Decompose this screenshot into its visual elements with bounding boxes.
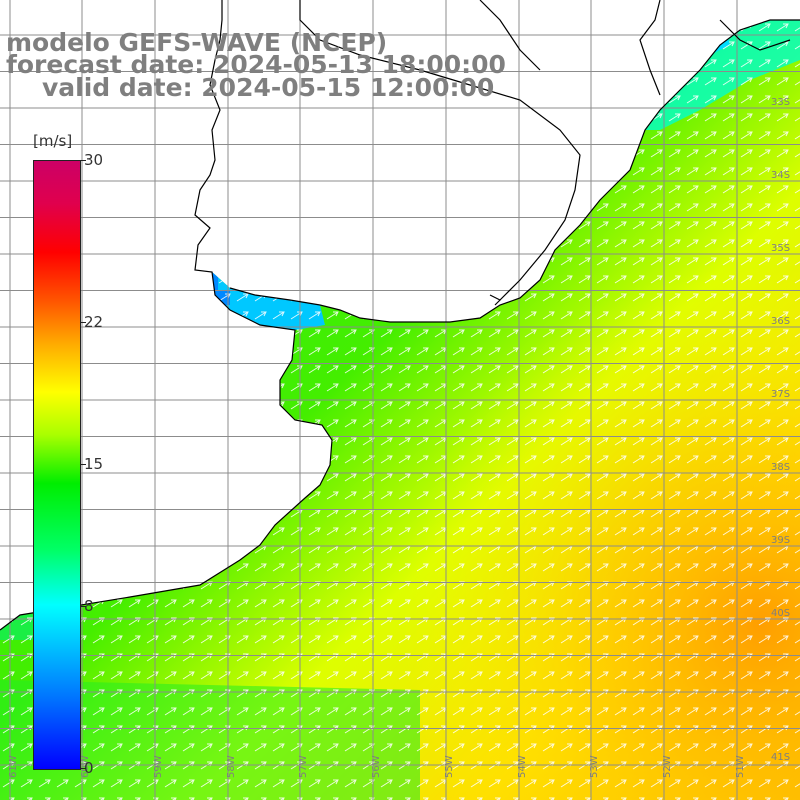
colorbar-tick-mark	[80, 464, 86, 465]
latitude-label: 36S	[771, 316, 790, 327]
latitude-label: 37S	[771, 389, 790, 400]
longitude-label: 53W	[589, 755, 600, 778]
longitude-label: 54W	[517, 755, 528, 778]
model-title: modelo GEFS-WAVE (NCEP)	[6, 28, 388, 57]
longitude-label: 61W	[8, 755, 19, 778]
latitude-label: 41S	[771, 752, 790, 763]
colorbar-tick-label: 30	[84, 151, 104, 169]
longitude-label: 52W	[662, 755, 673, 778]
colorbar-tick-label: 22	[84, 313, 104, 332]
longitude-label: 51W	[735, 755, 746, 778]
colorbar-tick-mark	[80, 768, 86, 769]
latitude-label: 38S	[771, 462, 790, 473]
longitude-label: 59W	[153, 755, 164, 778]
longitude-label: 56W	[371, 755, 382, 778]
longitude-label: 58W	[226, 755, 237, 778]
colorbar-tick-label: 0	[84, 759, 94, 777]
latitude-label: 33S	[771, 97, 790, 108]
colorbar-tick-mark	[80, 322, 86, 324]
forecast-date: forecast date: 2024-05-13 18:00:00	[6, 50, 506, 79]
longitude-label: 57W	[298, 755, 309, 778]
latitude-label: 34S	[771, 170, 790, 181]
colorbar-tick-mark	[80, 605, 86, 607]
latitude-label: 40S	[771, 608, 790, 619]
colorbar	[33, 160, 81, 770]
latitude-label: 39S	[771, 535, 790, 546]
colorbar-tick-label: 8	[84, 596, 94, 615]
colorbar-tick-mark	[80, 160, 86, 161]
valid-date: valid date: 2024-05-15 12:00:00	[42, 73, 495, 102]
colorbar-tick-label: 15	[84, 455, 104, 473]
coastline	[0, 0, 800, 631]
longitude-label: 55W	[444, 755, 455, 778]
longitude-labels: 61W 60W 59W 58W 57W 56W 55W 54W 53W 52W 51W	[8, 755, 746, 778]
latitude-label: 35S	[771, 243, 790, 254]
latitude-labels: 33S 34S 35S 36S 37S 38S 39S 40S 41S	[771, 97, 790, 763]
colorbar-units: [m/s]	[33, 132, 73, 150]
longitude-label: 60W	[80, 755, 91, 778]
